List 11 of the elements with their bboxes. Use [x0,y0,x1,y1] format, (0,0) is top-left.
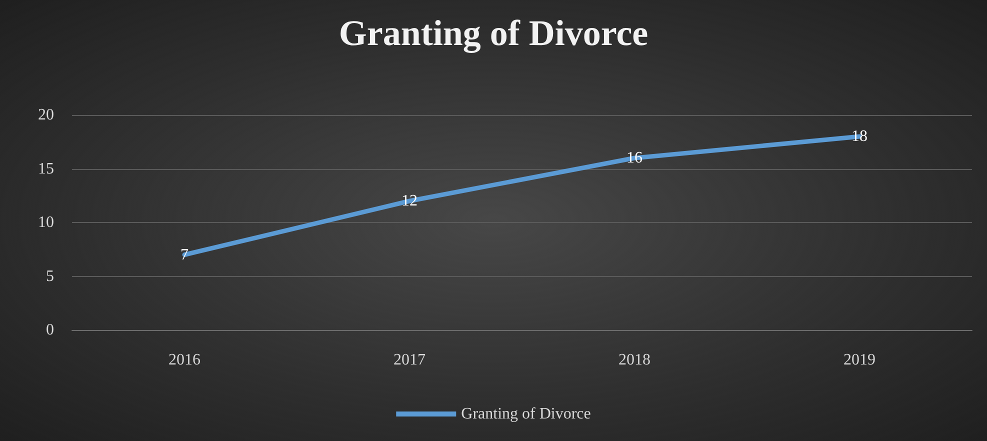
y-tick-label: 15 [38,160,54,178]
x-tick-label: 2017 [394,352,426,368]
x-tick-label: 2018 [618,352,650,368]
y-tick-label: 5 [46,268,54,285]
chart-title: Granting of Divorce [338,13,648,53]
y-tick-label: 0 [46,322,54,338]
y-tick-label: 10 [38,214,54,231]
x-tick-label: 2019 [844,352,876,368]
legend-label: Granting of Divorce [461,406,591,422]
y-tick-label: 20 [38,106,54,124]
x-tick-label: 2016 [168,352,200,368]
